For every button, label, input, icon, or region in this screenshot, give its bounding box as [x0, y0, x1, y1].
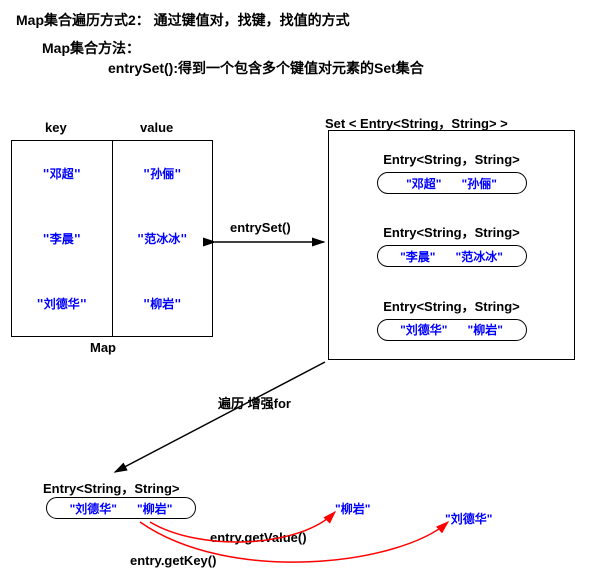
bottom-entry-type: Entry<String，String>: [43, 478, 180, 497]
map-key-2: "李晨": [43, 230, 81, 247]
heading-entryset-method: entrySet(): [108, 60, 173, 76]
entry3-val: "柳岩": [468, 321, 503, 338]
entry-block-3: Entry<String，String> "刘德华" "柳岩": [335, 296, 568, 341]
map-header-value: value: [140, 120, 173, 135]
result-value: "柳岩": [335, 500, 370, 517]
entry2-key: "李晨": [400, 248, 435, 265]
entry-type-2: Entry<String，String>: [335, 222, 568, 241]
traverse-label: 遍历 增强for: [218, 393, 291, 412]
bottom-entry-val: "柳岩": [137, 500, 172, 517]
bottom-entry-pill: "刘德华" "柳岩": [46, 497, 196, 519]
map-header-key: key: [45, 120, 67, 135]
heading-entryset-desc: :得到一个包含多个键值对元素的Set集合: [173, 60, 423, 76]
map-key-3: "刘德华": [37, 295, 87, 312]
entryset-arrow-label: entrySet(): [230, 220, 291, 235]
entry-pill-1: "邓超" "孙俪": [377, 172, 527, 194]
map-table: "邓超" "李晨" "刘德华" "孙俪" "范冰冰" "柳岩": [11, 140, 213, 337]
set-box: Entry<String，String> "邓超" "孙俪" Entry<Str…: [328, 130, 575, 360]
map-key-1: "邓超": [43, 165, 81, 182]
entry-pill-3: "刘德华" "柳岩": [377, 319, 527, 341]
entry-pill-2: "李晨" "范冰冰": [377, 245, 527, 267]
map-col-key: "邓超" "李晨" "刘德华": [12, 141, 113, 336]
entry1-val: "孙俪": [462, 175, 497, 192]
entry-block-1: Entry<String，String> "邓超" "孙俪": [335, 149, 568, 194]
bottom-entry-key: "刘德华": [70, 500, 117, 517]
entry-block-2: Entry<String，String> "李晨" "范冰冰": [335, 222, 568, 267]
map-val-3: "柳岩": [143, 295, 181, 312]
heading-method2: Map集合遍历方式2： 通过键值对，找键，找值的方式: [16, 10, 350, 30]
map-val-1: "孙俪": [143, 165, 181, 182]
arrow-traverse: [115, 362, 325, 472]
entry-type-3: Entry<String，String>: [335, 296, 568, 315]
entry1-key: "邓超": [406, 175, 441, 192]
entry3-key: "刘德华": [400, 321, 447, 338]
heading-entryset: entrySet():得到一个包含多个键值对元素的Set集合: [108, 58, 424, 78]
entry2-val: "范冰冰": [456, 248, 503, 265]
map-label: Map: [90, 340, 116, 355]
getvalue-label: entry.getValue(): [210, 530, 307, 545]
getkey-label: entry.getKey(): [130, 553, 216, 568]
map-col-value: "孙俪" "范冰冰" "柳岩": [113, 141, 213, 336]
entry-type-1: Entry<String，String>: [335, 149, 568, 168]
result-key: "刘德华": [445, 510, 492, 527]
map-val-2: "范冰冰": [137, 230, 187, 247]
heading-mapmethods: Map集合方法：: [42, 38, 140, 58]
